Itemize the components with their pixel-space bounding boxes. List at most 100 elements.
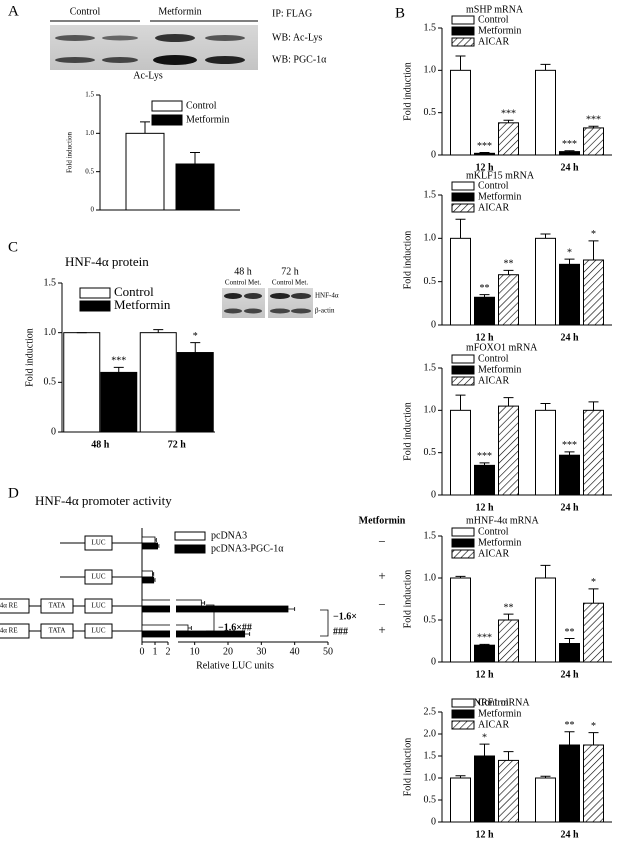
construct-label: LUC <box>92 539 106 547</box>
y-tick-label: 0.5 <box>424 614 437 625</box>
error-bar <box>588 240 599 260</box>
bracket <box>320 609 329 637</box>
y-tick-label: 0.5 <box>424 447 437 458</box>
legend-swatch <box>151 100 183 112</box>
y-axis-label: Fold induction <box>402 231 413 290</box>
y-tick-label: 0 <box>431 816 436 827</box>
y-tick-label: 0 <box>431 149 436 160</box>
error-bar <box>157 544 160 548</box>
significance-label: *** <box>501 109 516 120</box>
y-tick-label: 1.5 <box>424 22 437 33</box>
error-bar <box>455 575 466 578</box>
legend-label: pcDNA3-PGC-1α <box>211 543 284 554</box>
legend-swatch <box>451 709 475 719</box>
construct-box <box>84 598 113 614</box>
y-tick-label: 0.5 <box>424 276 437 287</box>
bar <box>141 630 246 638</box>
x-tick-label: 20 <box>223 646 233 657</box>
blot-row-label: WB: Ac-Lys <box>272 32 322 43</box>
bar <box>498 619 519 663</box>
significance-label: * <box>567 247 572 258</box>
panel-label: A <box>8 3 19 19</box>
error-bar <box>564 258 575 265</box>
legend-swatch <box>79 300 111 312</box>
error-bar <box>113 366 124 373</box>
chart-title: Ac-Lys <box>133 70 163 81</box>
error-bar <box>244 632 251 636</box>
panel-label: C <box>8 239 18 255</box>
construct-box <box>84 535 113 551</box>
legend-swatch <box>451 203 475 213</box>
legend-label: AICAR <box>478 719 509 730</box>
annotation: −1.6× <box>333 611 357 622</box>
bar <box>498 274 519 326</box>
error-bar <box>201 601 206 605</box>
panel-label: D <box>8 485 19 501</box>
x-tick-label: 0 <box>140 646 145 657</box>
legend-label: AICAR <box>478 548 509 559</box>
significance-label: ** <box>565 627 575 638</box>
x-tick-label: 48 h <box>91 439 110 450</box>
construct-box <box>40 623 74 639</box>
legend-swatch <box>79 287 111 299</box>
blot-row-label: WB: PGC-1α <box>272 54 327 65</box>
blot-group: Metformin <box>158 6 201 17</box>
y-tick-label: 0 <box>51 426 56 437</box>
error-bar <box>503 397 514 407</box>
y-axis-label: Fold induction <box>66 131 74 173</box>
error-bar <box>588 588 599 604</box>
error-bar <box>140 121 150 134</box>
legend-label: Control <box>478 14 509 25</box>
x-tick-label: 12 h <box>475 829 494 840</box>
error-bar <box>503 751 514 761</box>
y-axis-label: Fold induction <box>402 738 413 797</box>
construct-label: HNF-4α RE <box>0 602 18 610</box>
error-bar <box>479 151 490 154</box>
blot-lanes: Control Met. <box>272 279 308 287</box>
error-bar <box>540 775 551 778</box>
legend-swatch <box>451 538 475 548</box>
bar <box>474 644 495 663</box>
blot-a: Control Metformin IP: FLAG WB: Ac-Lys WB… <box>50 6 327 70</box>
metformin-sign: − <box>378 597 385 612</box>
bar <box>559 643 580 663</box>
bar <box>498 759 519 823</box>
bar <box>583 602 604 663</box>
bar <box>141 570 153 578</box>
y-tick-label: 1.0 <box>85 129 94 137</box>
x-tick-label: 2 <box>166 646 171 657</box>
metformin-sign: − <box>378 534 385 549</box>
y-axis-label: Fold induction <box>402 570 413 629</box>
construct-box <box>84 569 113 585</box>
error-bar <box>152 572 155 576</box>
bar <box>139 332 177 433</box>
y-tick-label: 2.0 <box>424 728 437 739</box>
significance-label: *** <box>562 139 577 150</box>
error-bar <box>153 329 164 333</box>
legend-label: Control <box>478 353 509 364</box>
bar <box>559 454 580 496</box>
x-tick-label: 24 h <box>560 162 579 173</box>
legend-swatch <box>451 549 475 559</box>
significance-label: ** <box>480 283 490 294</box>
bar <box>583 744 604 823</box>
legend-label: pcDNA3 <box>211 530 247 541</box>
bar <box>474 755 495 823</box>
error-bar <box>153 578 156 582</box>
legend-swatch <box>451 192 475 202</box>
axis-break <box>170 528 176 643</box>
metformin-sign: + <box>378 568 385 583</box>
bar <box>450 69 471 156</box>
y-tick-label: 0 <box>431 319 436 330</box>
error-bar <box>455 394 466 411</box>
y-tick-label: 0 <box>431 656 436 667</box>
metformin-header: Metformin <box>359 515 406 526</box>
legend-swatch <box>451 376 475 386</box>
error-bar <box>540 233 551 239</box>
error-bar <box>564 451 575 456</box>
error-bar <box>564 150 575 152</box>
error-bar <box>455 775 466 778</box>
blot-row-label: IP: FLAG <box>272 8 312 19</box>
error-bar <box>540 564 551 578</box>
significance-label: *** <box>562 440 577 451</box>
